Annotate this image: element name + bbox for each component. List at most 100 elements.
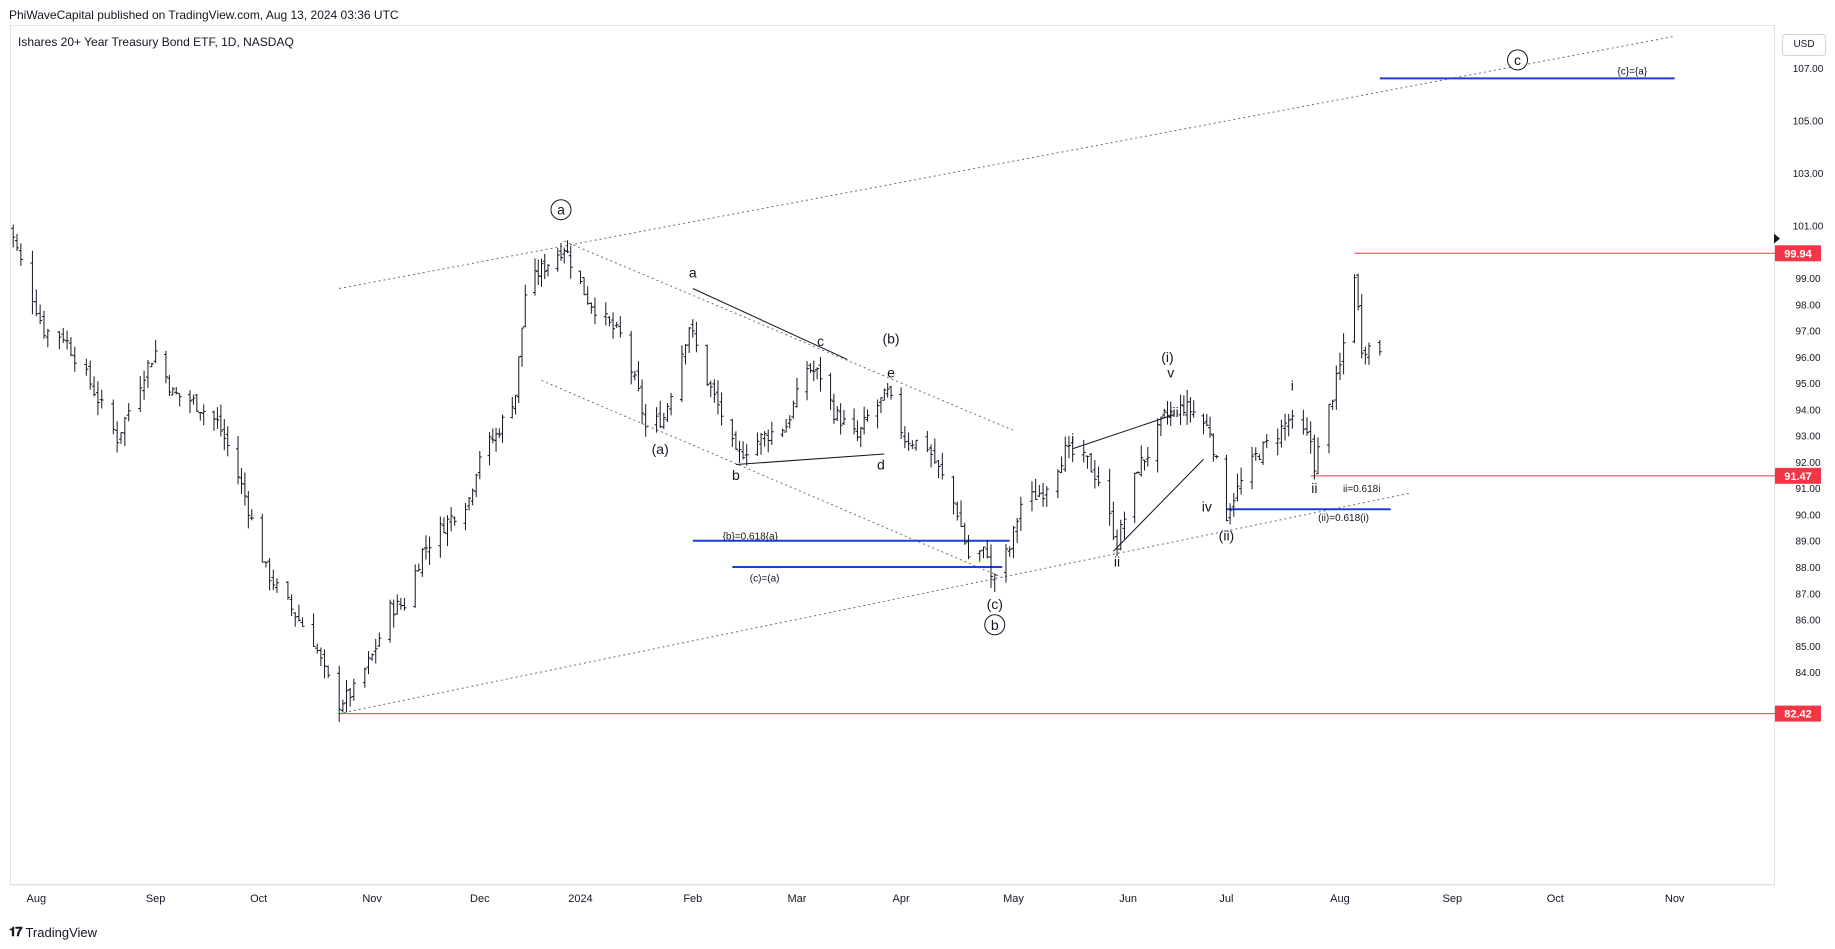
ohlc-bar [274, 578, 279, 593]
trendline-triangle-top [692, 288, 848, 360]
ohlc-bar [513, 394, 518, 415]
ohlc-bar [212, 410, 217, 431]
ohlc-bar [882, 388, 887, 401]
footer: 𝟏𝟕 TradingView [9, 924, 97, 940]
x-tick-label: Oct [1547, 893, 1564, 905]
wave-label: iii [1169, 404, 1178, 420]
ohlc-bar [852, 408, 857, 435]
trendline-diagonal-bottom [1112, 458, 1204, 552]
y-tick-label: 90.00 [1795, 510, 1820, 521]
ohlc-bar [1181, 395, 1186, 417]
ohlc-bar [769, 421, 774, 445]
ohlc-bar [715, 380, 720, 415]
publish-info: PhiWaveCapital published on TradingView.… [9, 8, 399, 22]
ohlc-bar [959, 500, 964, 528]
ohlc-bar [95, 381, 100, 416]
currency-button[interactable]: USD [1782, 34, 1826, 56]
ohlc-bar [955, 501, 960, 521]
ohlc-bar [362, 667, 367, 688]
ohlc-bar [1235, 473, 1240, 502]
ohlc-bar [191, 394, 196, 405]
ohlc-bar [1326, 403, 1331, 454]
ohlc-bar [1066, 436, 1071, 459]
ohlc-bar [263, 561, 268, 568]
ohlc-bar [708, 380, 713, 398]
ohlc-bar [1092, 459, 1097, 489]
ohlc-bar [222, 419, 227, 451]
ohlc-bar [1204, 413, 1209, 427]
x-tick-label: Jul [1219, 893, 1233, 905]
y-tick-label: 105.00 [1793, 116, 1824, 127]
wave-circle [1507, 49, 1529, 71]
ohlc-bar [762, 431, 767, 447]
ohlc-bar [1366, 342, 1371, 365]
ohlc-bar [835, 406, 840, 421]
ohlc-bar [780, 428, 785, 438]
ohlc-bar [1055, 469, 1060, 499]
ohlc-bar [1201, 413, 1206, 435]
ohlc-bar [490, 428, 495, 444]
ohlc-bar [239, 468, 244, 494]
ohlc-bar [413, 564, 418, 608]
ohlc-bar [1211, 433, 1216, 462]
ohlc-bar [1356, 273, 1361, 311]
ohlc-bar [138, 376, 143, 412]
ohlc-bar [815, 367, 820, 380]
ohlc-bar [932, 438, 937, 464]
ohlc-bar [1081, 439, 1086, 463]
ohlc-bar [1142, 459, 1147, 471]
ohlc-bar [177, 393, 182, 407]
ohlc-bar [687, 326, 692, 354]
ohlc-bar [1115, 529, 1120, 557]
ohlc-bar [497, 428, 502, 438]
ohlc-bar [348, 688, 353, 707]
ohlc-bar [838, 403, 843, 435]
ohlc-bar [858, 426, 863, 448]
wave-label: (ii) [1219, 527, 1235, 543]
ohlc-bar [57, 330, 62, 350]
y-tick-label: 89.00 [1795, 537, 1820, 548]
ohlc-bar [741, 441, 746, 460]
ohlc-bar [555, 248, 560, 272]
ohlc-bar [1111, 501, 1116, 541]
ohlc-bar [236, 436, 241, 485]
price-tag [1775, 245, 1821, 262]
ohlc-bar [1041, 482, 1046, 507]
ohlc-bar [1334, 365, 1339, 410]
x-tick-label: 2024 [568, 893, 592, 905]
ohlc-bar [878, 397, 883, 414]
ohlc-bar [805, 360, 810, 401]
ohlc-bar [1011, 525, 1016, 559]
ohlc-bar [1191, 400, 1196, 418]
ohlc-bar [759, 432, 764, 455]
ohlc-bar [1283, 413, 1288, 441]
ohlc-bar [632, 370, 637, 381]
ohlc-bar [470, 488, 475, 506]
ohlc-bar [293, 612, 298, 627]
ohlc-bar [377, 632, 382, 648]
ohlc-bar [1118, 519, 1123, 551]
ohlc-bar [122, 416, 127, 447]
ohlc-bar [118, 432, 123, 444]
fib-label: (ii)=0.618(i) [1318, 513, 1369, 524]
ohlc-bar [170, 386, 175, 396]
ohlc-bar [589, 302, 594, 314]
fib-label: {b}=0.618{a} [723, 531, 779, 542]
ohlc-bar [322, 649, 327, 679]
x-tick-label: Oct [250, 893, 267, 905]
ohlc-bar [899, 387, 904, 440]
ohlc-bar [398, 597, 403, 610]
ohlc-bar [510, 396, 515, 419]
ohlc-bar [992, 573, 997, 592]
ohlc-bar [1029, 481, 1034, 512]
tv-logo-icon: 𝟏𝟕 [9, 924, 23, 939]
ohlc-bar [1033, 478, 1038, 500]
ohlc-bar [1135, 471, 1140, 474]
ohlc-bar [402, 598, 407, 611]
ohlc-bar [690, 319, 695, 338]
ohlc-bar [828, 372, 833, 410]
ohlc-bar [1341, 333, 1346, 375]
trendline-channel-bottom [339, 492, 1409, 715]
y-tick-label: 93.00 [1795, 432, 1820, 443]
